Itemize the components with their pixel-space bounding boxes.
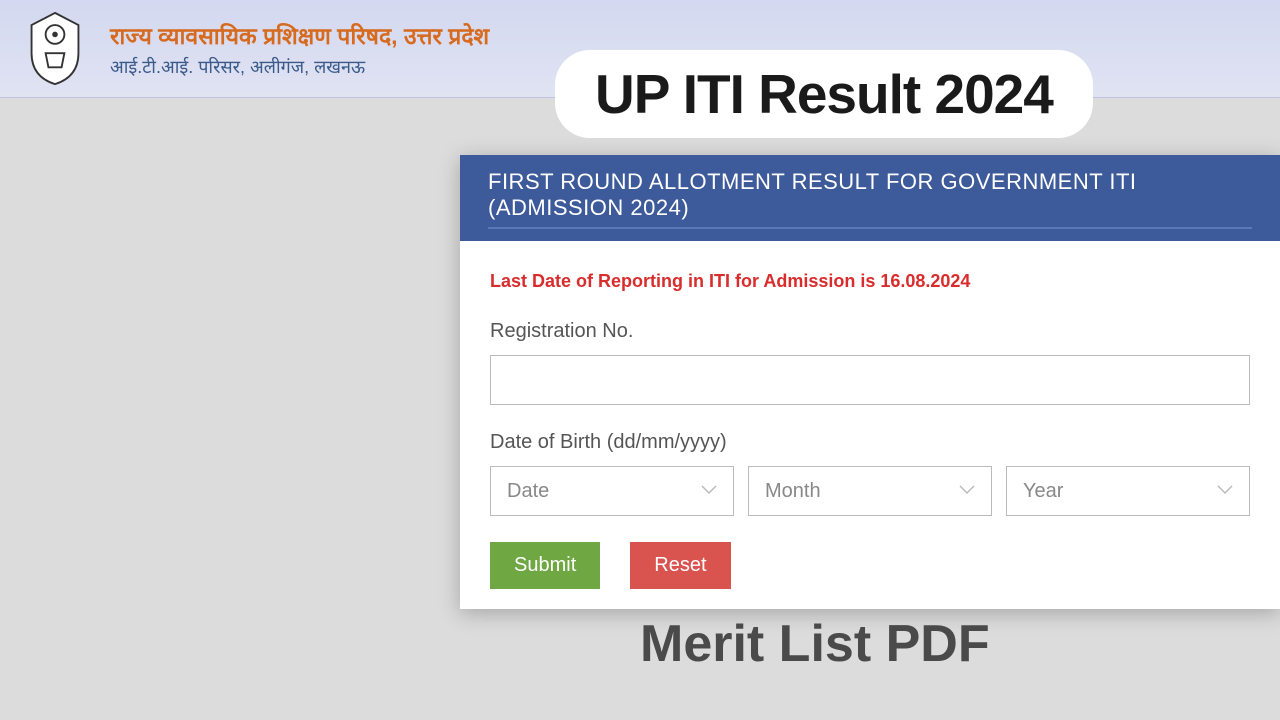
site-logo-icon — [20, 11, 90, 86]
notice-text: Last Date of Reporting in ITI for Admiss… — [490, 271, 1250, 292]
header-text-block: राज्य व्यावसायिक प्रशिक्षण परिषद, उत्तर … — [110, 19, 489, 79]
dob-row: Date Month Year — [490, 466, 1250, 516]
submit-button[interactable]: Submit — [490, 542, 600, 589]
dob-date-placeholder: Date — [507, 480, 549, 503]
dob-label: Date of Birth (dd/mm/yyyy) — [490, 431, 1250, 454]
panel-body: Last Date of Reporting in ITI for Admiss… — [460, 241, 1280, 609]
header-title: राज्य व्यावसायिक प्रशिक्षण परिषद, उत्तर … — [110, 19, 489, 51]
dob-year-select[interactable]: Year — [1006, 466, 1250, 516]
reset-button[interactable]: Reset — [630, 542, 730, 589]
dob-year-placeholder: Year — [1023, 480, 1063, 503]
overlay-title: UP ITI Result 2024 — [595, 62, 1053, 126]
button-row: Submit Reset — [490, 542, 1250, 589]
registration-input[interactable] — [490, 355, 1250, 405]
result-form-panel: FIRST ROUND ALLOTMENT RESULT FOR GOVERNM… — [460, 155, 1280, 609]
dob-month-select[interactable]: Month — [748, 466, 992, 516]
header-subtitle: आई.टी.आई. परिसर, अलीगंज, लखनऊ — [110, 55, 489, 79]
panel-header-text: FIRST ROUND ALLOTMENT RESULT FOR GOVERNM… — [488, 169, 1137, 220]
chevron-down-icon — [1217, 482, 1233, 500]
merit-list-label: Merit List PDF — [640, 614, 990, 674]
chevron-down-icon — [701, 482, 717, 500]
panel-header: FIRST ROUND ALLOTMENT RESULT FOR GOVERNM… — [460, 155, 1280, 241]
panel-header-underline — [488, 227, 1252, 229]
registration-label: Registration No. — [490, 320, 1250, 343]
dob-date-select[interactable]: Date — [490, 466, 734, 516]
chevron-down-icon — [959, 482, 975, 500]
dob-month-placeholder: Month — [765, 480, 821, 503]
overlay-title-pill: UP ITI Result 2024 — [555, 50, 1093, 138]
